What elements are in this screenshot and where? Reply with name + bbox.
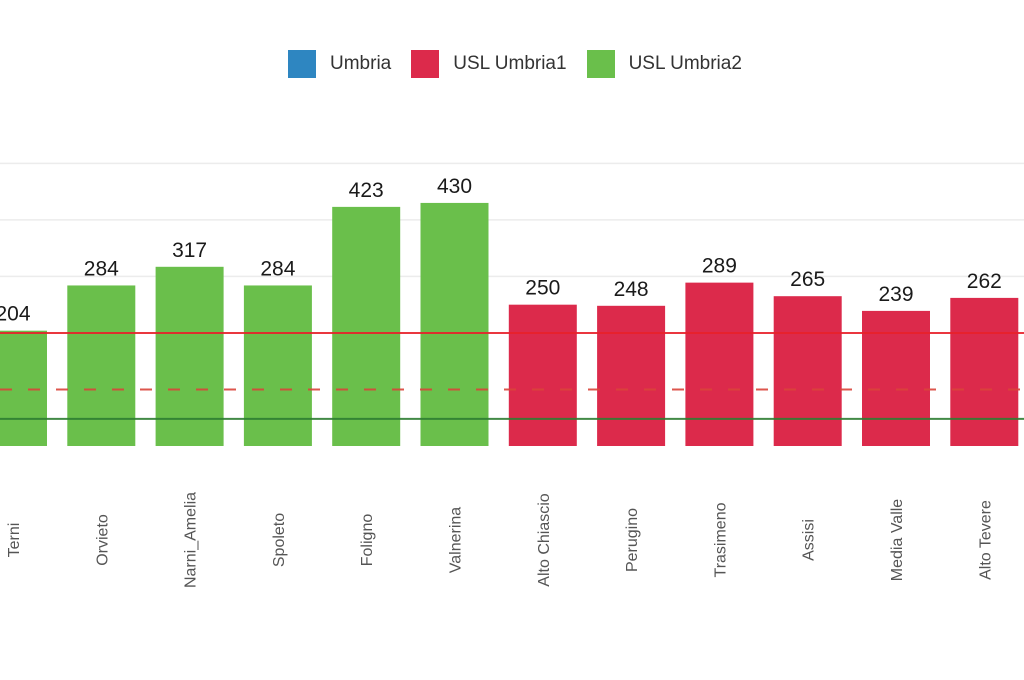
x-tick-label: Assisi xyxy=(801,519,818,561)
legend-item-umbria[interactable]: Umbria xyxy=(288,50,391,78)
bar xyxy=(950,297,1019,446)
bar-value-label: 289 xyxy=(702,255,737,278)
bar-value-label: 204 xyxy=(0,303,31,326)
bar-value-label: 265 xyxy=(790,268,825,291)
bar-value-label: 284 xyxy=(84,257,119,280)
bar xyxy=(773,296,842,446)
bar xyxy=(155,266,224,446)
bar-value-label: 239 xyxy=(878,283,913,306)
bar xyxy=(597,305,666,446)
legend-item-usl-umbria2[interactable]: USL Umbria2 xyxy=(586,50,742,78)
legend-label: Umbria xyxy=(330,53,392,74)
bar-value-label: 248 xyxy=(614,278,649,301)
legend-item-usl-umbria1[interactable]: USL Umbria1 xyxy=(411,50,567,78)
x-tick-label: Trasimeno xyxy=(712,502,729,577)
x-tick-label: Orvieto xyxy=(94,514,111,566)
bar xyxy=(67,285,136,446)
x-tick-label: Spoleto xyxy=(271,513,288,567)
legend-swatch-umbria xyxy=(288,50,316,78)
x-tick-label: Valnerina xyxy=(448,507,465,574)
bar xyxy=(420,202,489,446)
bar xyxy=(508,304,577,446)
x-tick-label: Terni xyxy=(6,523,23,558)
bar xyxy=(862,310,930,446)
bar-value-label: 317 xyxy=(172,239,207,262)
legend-label: USL Umbria1 xyxy=(453,53,567,74)
bar-value-label: 250 xyxy=(525,277,560,300)
bar xyxy=(0,330,47,446)
bar-value-label: 423 xyxy=(349,179,384,202)
legend-swatch-usl-umbria2 xyxy=(586,50,615,78)
legend-label: USL Umbria2 xyxy=(628,53,742,74)
x-tick-label: Narni_Amelia xyxy=(183,492,200,588)
legend: Umbria USL Umbria1 USL Umbria2 xyxy=(288,50,762,78)
x-tick-label: Alto Chiascio xyxy=(536,493,553,586)
x-tick-label: Perugino xyxy=(624,508,641,572)
x-tick-label: Media Valle xyxy=(889,499,906,582)
bar-value-label: 284 xyxy=(260,257,295,280)
legend-swatch-usl-umbria1 xyxy=(411,50,440,78)
bar-value-label: 430 xyxy=(437,175,472,198)
x-tick-label: Foligno xyxy=(359,514,376,567)
bar xyxy=(685,282,754,446)
x-tick-label: Alto Tevere xyxy=(977,500,994,580)
bar-value-label: 262 xyxy=(967,270,1002,293)
bar xyxy=(243,285,312,446)
bar xyxy=(332,206,401,446)
